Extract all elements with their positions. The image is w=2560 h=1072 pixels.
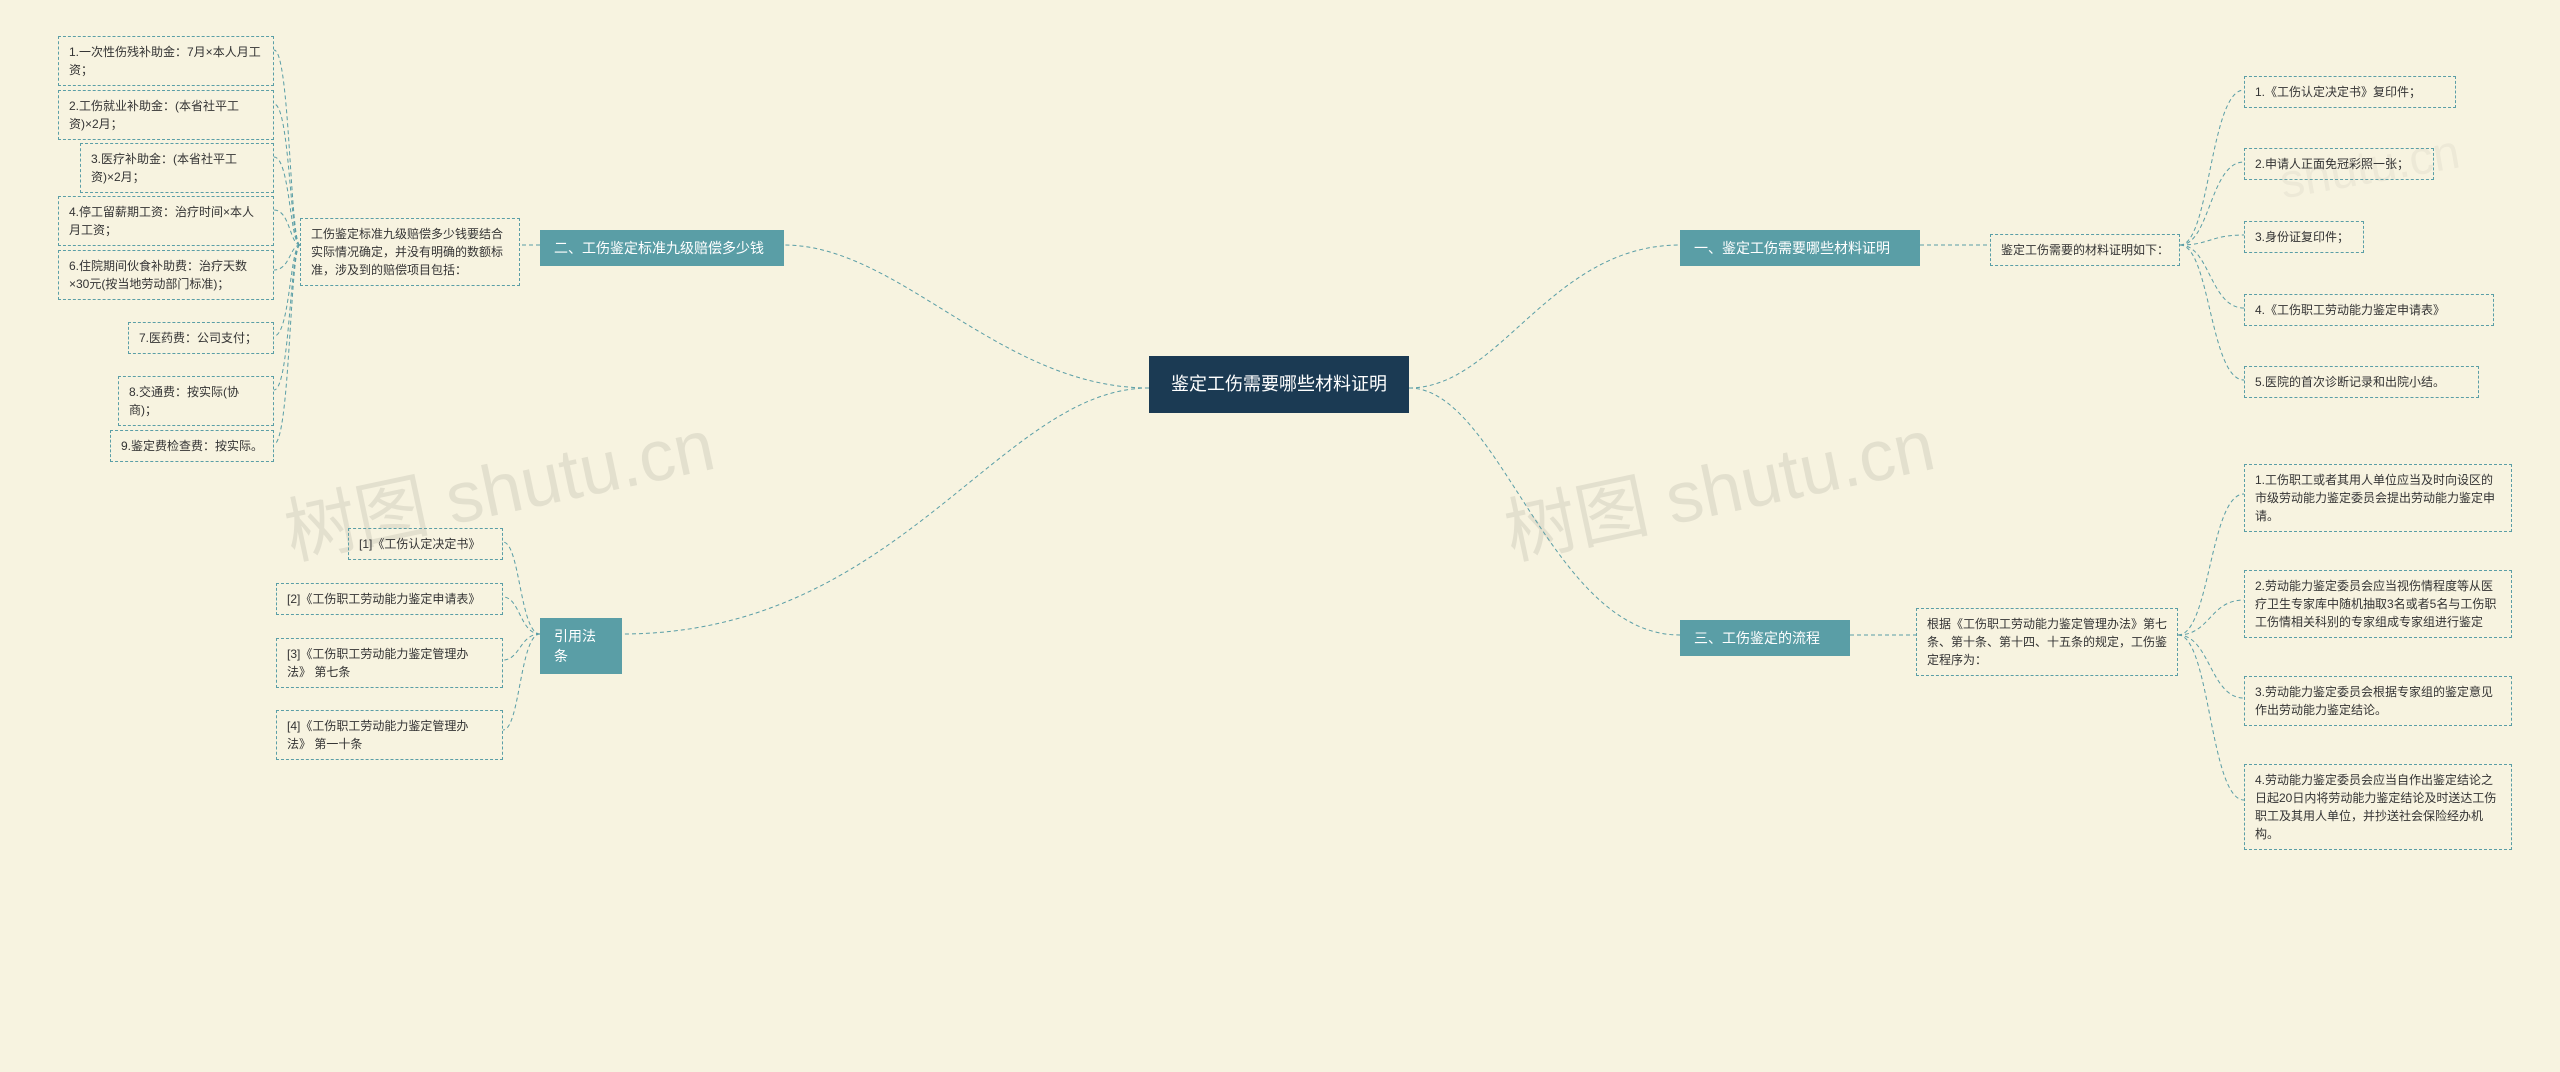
branch2-item: 7.医药费：公司支付； <box>128 322 274 354</box>
branch1-item: 2.申请人正面免冠彩照一张； <box>2244 148 2434 180</box>
branch-node-2[interactable]: 二、工伤鉴定标准九级赔偿多少钱 <box>540 230 784 266</box>
watermark: 树图 shutu.cn <box>1494 386 1942 579</box>
branch3-item: 4.劳动能力鉴定委员会应当自作出鉴定结论之日起20日内将劳动能力鉴定结论及时送达… <box>2244 764 2512 850</box>
branch4-item: [4]《工伤职工劳动能力鉴定管理办法》 第一十条 <box>276 710 503 760</box>
branch3-item: 3.劳动能力鉴定委员会根据专家组的鉴定意见作出劳动能力鉴定结论。 <box>2244 676 2512 726</box>
branch2-item: 6.住院期间伙食补助费：治疗天数×30元(按当地劳动部门标准)； <box>58 250 274 300</box>
branch2-item: 9.鉴定费检查费：按实际。 <box>110 430 274 462</box>
branch1-item: 4.《工伤职工劳动能力鉴定申请表》 <box>2244 294 2494 326</box>
branch1-item: 3.身份证复印件； <box>2244 221 2364 253</box>
branch1-item: 1.《工伤认定决定书》复印件； <box>2244 76 2456 108</box>
branch3-item: 2.劳动能力鉴定委员会应当视伤情程度等从医疗卫生专家库中随机抽取3名或者5名与工… <box>2244 570 2512 638</box>
branch4-item: [2]《工伤职工劳动能力鉴定申请表》 <box>276 583 503 615</box>
branch4-item: [3]《工伤职工劳动能力鉴定管理办法》 第七条 <box>276 638 503 688</box>
branch2-item: 1.一次性伤残补助金：7月×本人月工资； <box>58 36 274 86</box>
mindmap-root[interactable]: 鉴定工伤需要哪些材料证明 <box>1149 356 1409 413</box>
branch3-item: 1.工伤职工或者其用人单位应当及时向设区的市级劳动能力鉴定委员会提出劳动能力鉴定… <box>2244 464 2512 532</box>
branch2-item: 8.交通费：按实际(协商)； <box>118 376 274 426</box>
branch4-item: [1]《工伤认定决定书》 <box>348 528 503 560</box>
branch1-intro: 鉴定工伤需要的材料证明如下： <box>1990 234 2180 266</box>
branch2-intro: 工伤鉴定标准九级赔偿多少钱要结合实际情况确定，并没有明确的数额标准，涉及到的赔偿… <box>300 218 520 286</box>
branch-node-3[interactable]: 三、工伤鉴定的流程 <box>1680 620 1850 656</box>
branch2-item: 4.停工留薪期工资：治疗时间×本人月工资； <box>58 196 274 246</box>
branch-node-1[interactable]: 一、鉴定工伤需要哪些材料证明 <box>1680 230 1920 266</box>
branch2-item: 3.医疗补助金：(本省社平工资)×2月； <box>80 143 274 193</box>
branch2-item: 2.工伤就业补助金：(本省社平工资)×2月； <box>58 90 274 140</box>
branch-node-4[interactable]: 引用法条 <box>540 618 622 674</box>
branch3-intro: 根据《工伤职工劳动能力鉴定管理办法》第七条、第十条、第十四、十五条的规定，工伤鉴… <box>1916 608 2178 676</box>
branch1-item: 5.医院的首次诊断记录和出院小结。 <box>2244 366 2479 398</box>
